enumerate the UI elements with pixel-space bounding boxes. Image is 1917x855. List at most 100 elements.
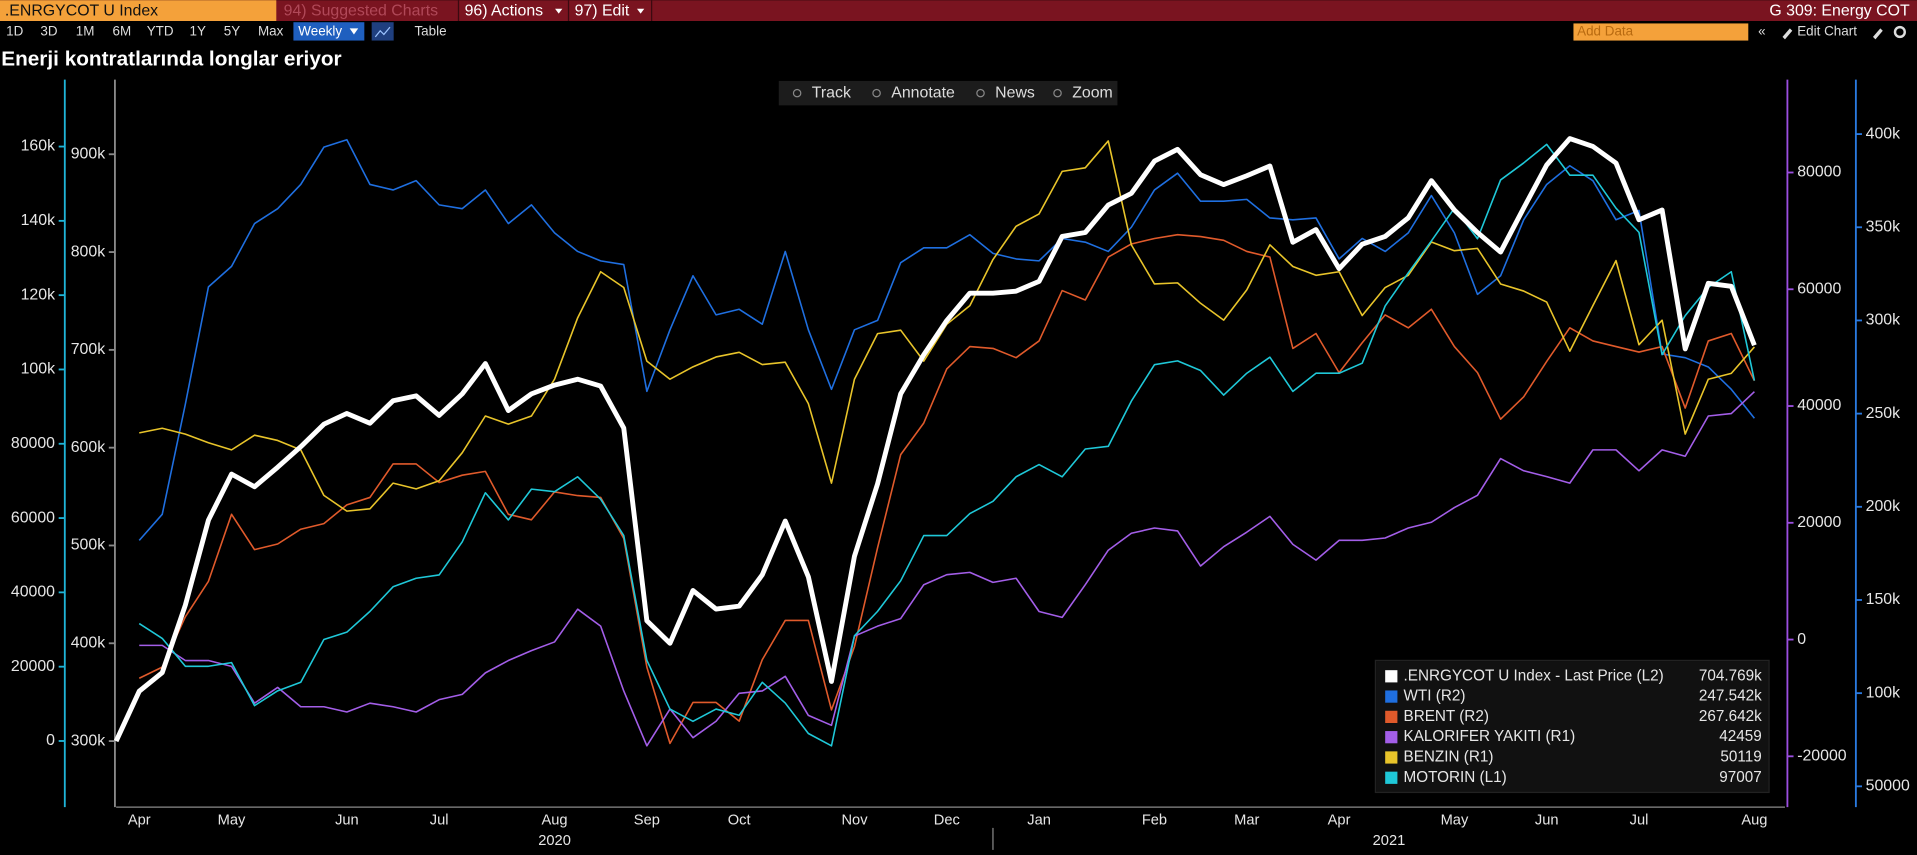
y-tick-label: 20000 (11, 658, 55, 675)
x-tick-label: Aug (1741, 812, 1767, 828)
legend-swatch (1385, 751, 1398, 764)
legend-value: 97007 (1719, 769, 1761, 786)
chart-type-button[interactable] (371, 22, 394, 41)
x-tick-label: Mar (1234, 812, 1259, 828)
add-data-field[interactable] (1573, 23, 1749, 41)
x-tick-label: Jun (1535, 812, 1559, 828)
year-label: 2020 (538, 833, 571, 849)
x-tick-label: Nov (841, 812, 868, 828)
legend-value: 704.769k (1699, 667, 1762, 684)
x-tick-label: Jul (430, 812, 449, 828)
x-tick-label: May (218, 812, 246, 828)
menu[interactable]: 97) Edit (575, 2, 630, 19)
y-tick-label: 700k (71, 341, 105, 358)
period-button[interactable]: Max (258, 24, 284, 39)
x-tick-label: Apr (128, 812, 151, 828)
legend-label: BENZIN (R1) (1404, 749, 1494, 766)
y-tick-label: 80000 (1797, 164, 1841, 181)
y-tick-label: 350k (1866, 218, 1900, 235)
x-tick-label: Feb (1142, 812, 1167, 828)
y-tick-label: 800k (71, 243, 105, 260)
edit-icon[interactable] (1872, 28, 1883, 40)
tool-icon (976, 88, 985, 98)
y-tick-label: 0 (46, 732, 55, 749)
table-button[interactable]: Table (414, 24, 446, 39)
tool-buttons: Track Annotate News Zoom (792, 84, 1113, 101)
legend-label: KALORIFER YAKITI (R1) (1404, 728, 1576, 745)
chart: 0 20000 40000 60000 80000 100k 120k 140k 160k 300… (11, 79, 1910, 850)
period-button[interactable]: 1D (6, 24, 23, 39)
tool-button[interactable]: News (995, 84, 1035, 101)
y-tick-label: 20000 (1797, 514, 1841, 531)
frequency-button[interactable] (293, 22, 365, 41)
function-code: G 309: Energy COT (1769, 2, 1910, 19)
y-tick-label: 80000 (11, 435, 55, 452)
y-tick-label: 400k (71, 634, 105, 651)
period-button[interactable]: YTD (147, 24, 174, 39)
y-tick-label: 200k (1866, 498, 1900, 515)
year-label: 2021 (1373, 833, 1406, 849)
legend-label: MOTORIN (L1) (1404, 769, 1507, 786)
series-line (113, 136, 1757, 743)
y-tick-label: 120k (21, 286, 55, 303)
y-tick-label: 40000 (11, 584, 55, 601)
legend-label: WTI (R2) (1404, 688, 1466, 705)
dropdown-icon (349, 28, 359, 35)
period-button[interactable]: 1M (76, 24, 95, 39)
x-tick-label: Jul (1630, 812, 1649, 828)
y-tick-label: 100k (1866, 684, 1900, 701)
frequency: Weekly (298, 24, 342, 39)
x-tick-label: Sep (634, 812, 660, 828)
ticker: .ENRGYCOT U Index (5, 2, 158, 19)
legend-value: 50119 (1720, 749, 1761, 766)
legend-swatch (1385, 670, 1398, 683)
legend-swatch (1385, 771, 1398, 784)
x-tick-label: Apr (1328, 812, 1351, 828)
y-tick-label: 0 (1797, 631, 1806, 648)
y-tick-label: 140k (21, 212, 55, 229)
y-tick-label: 60000 (1797, 280, 1841, 297)
x-tick-label: Jan (1027, 812, 1051, 828)
top-bar (0, 0, 1917, 21)
legend-value: 247.542k (1699, 688, 1762, 705)
tool-button[interactable]: Annotate (891, 84, 955, 101)
add-data: Add Data (1577, 24, 1634, 39)
settings-icon[interactable] (1893, 25, 1906, 39)
series-line (138, 138, 1756, 541)
legend-value: 267.642k (1699, 708, 1762, 725)
menu[interactable]: 96) Actions (465, 2, 544, 19)
ticker-field[interactable] (0, 0, 277, 21)
y-tick-label: 100k (21, 361, 55, 378)
x-tick-label: Jun (335, 812, 359, 828)
legend-swatch (1385, 690, 1398, 703)
y-tick-label: 300k (71, 732, 105, 749)
legend-swatch (1385, 710, 1398, 723)
y-tick-label: 600k (71, 439, 105, 456)
menu[interactable]: 94) Suggested Charts (284, 2, 438, 19)
y-tick-label: 50000 (1866, 778, 1910, 795)
legend-label: .ENRGYCOT U Index - Last Price (L2) (1404, 667, 1664, 684)
tool-button[interactable]: Zoom (1072, 84, 1113, 101)
y-tick-label: 300k (1866, 312, 1900, 329)
y-tick-label: 150k (1866, 591, 1900, 608)
y-tick-label: 160k (21, 138, 55, 155)
period-button[interactable]: 5Y (224, 24, 240, 39)
edit-chart[interactable]: Edit Chart (1797, 24, 1857, 39)
dropdown-icon (636, 8, 645, 14)
y-tick-label: 60000 (11, 509, 55, 526)
legend-value: 42459 (1719, 728, 1761, 745)
period-button[interactable]: 6M (112, 24, 131, 39)
y-tick-label: 500k (71, 537, 105, 554)
dropdown-icon (555, 8, 563, 14)
chart-title: Enerji kontratlarında longlar eriyor (1, 48, 341, 71)
collapse-icon[interactable]: « (1758, 24, 1765, 39)
edit-icon (1782, 28, 1793, 40)
period-button[interactable]: 3D (40, 24, 57, 39)
legend (1374, 659, 1770, 794)
tool-button[interactable]: Track (812, 84, 851, 101)
chart-icon (374, 26, 391, 38)
x-tick-label: Aug (542, 812, 568, 828)
period-button[interactable]: 1Y (189, 24, 205, 39)
